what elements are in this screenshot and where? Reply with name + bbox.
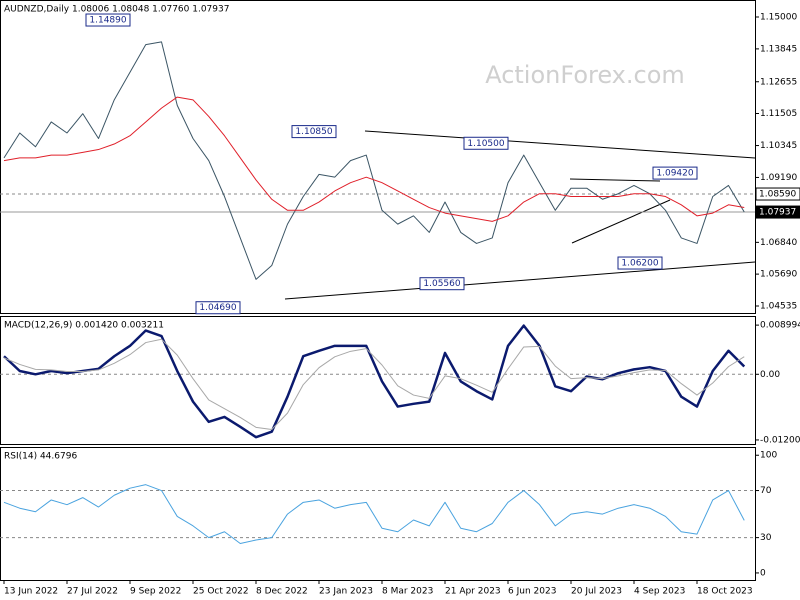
annotation-box bbox=[291, 125, 337, 139]
x-tick-label: 8 Mar 2023 bbox=[382, 587, 433, 597]
y-tick-label: 1.11505 bbox=[760, 109, 797, 119]
y-tick-label: 0.008994 bbox=[760, 321, 800, 331]
trend-line bbox=[571, 199, 671, 244]
annotation-box bbox=[85, 13, 131, 27]
panel-frame bbox=[0, 0, 756, 314]
y-tick-label: 100 bbox=[760, 451, 777, 461]
y-tick-label: 1.12655 bbox=[760, 77, 797, 87]
x-tick-label: 8 Dec 2022 bbox=[256, 587, 308, 597]
panel-title: AUDNZD,Daily 1.08006 1.08048 1.07760 1.0… bbox=[4, 5, 229, 15]
annotation-label: 1.14890 bbox=[89, 16, 126, 26]
level-label: 1.08590 bbox=[759, 190, 796, 200]
y-tick-label: 1.09190 bbox=[760, 173, 797, 183]
x-tick-label: 18 Oct 2023 bbox=[697, 587, 753, 597]
y-tick-label: 1.15000 bbox=[760, 12, 797, 22]
annotation-label: 1.06200 bbox=[621, 259, 658, 269]
x-tick-label: 21 Apr 2023 bbox=[445, 587, 501, 597]
x-tick-label: 13 Jun 2022 bbox=[4, 587, 58, 597]
y-tick-label: 1.04535 bbox=[760, 302, 797, 312]
y-tick-label: 1.06840 bbox=[760, 238, 797, 248]
trend-line bbox=[364, 130, 756, 159]
annotation-box bbox=[617, 256, 663, 270]
annotation-label: 1.09420 bbox=[656, 169, 693, 179]
y-tick-label: 1.13845 bbox=[760, 44, 797, 54]
x-tick-label: 6 Jun 2023 bbox=[508, 587, 556, 597]
annotation-label: 1.10850 bbox=[295, 127, 332, 137]
level-label-box bbox=[755, 205, 800, 219]
y-tick-label: 0 bbox=[760, 568, 766, 578]
annotation-label: 1.04690 bbox=[199, 303, 236, 313]
panel-title: RSI(14) 44.6796 bbox=[4, 452, 77, 462]
x-tick-label: 27 Jul 2022 bbox=[67, 587, 118, 597]
series-line bbox=[3, 484, 745, 545]
y-tick-label: 70 bbox=[760, 486, 772, 496]
y-tick-label: 1.10345 bbox=[760, 141, 797, 151]
level-label-box bbox=[755, 187, 800, 201]
y-tick-label: 1.05690 bbox=[760, 270, 797, 280]
annotation-box bbox=[463, 136, 509, 150]
series-line bbox=[3, 338, 745, 431]
x-tick-label: 23 Jan 2023 bbox=[319, 587, 373, 597]
trend-line bbox=[569, 178, 661, 182]
x-tick-label: 25 Oct 2022 bbox=[193, 587, 249, 597]
level-label: 1.07937 bbox=[759, 208, 796, 218]
trend-line bbox=[284, 261, 756, 300]
watermark: ActionForex.com bbox=[485, 61, 685, 89]
annotation-box bbox=[652, 166, 698, 180]
panel-frame bbox=[0, 447, 756, 581]
trend-lines bbox=[284, 130, 756, 300]
series-line bbox=[3, 41, 745, 280]
y-tick-label: 0.00 bbox=[760, 370, 780, 380]
y-tick-label: 30 bbox=[760, 533, 772, 543]
annotation-label: 1.10500 bbox=[467, 139, 504, 149]
series-line bbox=[3, 96, 745, 222]
panel-title: MACD(12,26,9) 0.001420 0.003211 bbox=[4, 321, 164, 331]
annotation-label: 1.05560 bbox=[423, 279, 460, 289]
x-tick-label: 20 Jul 2023 bbox=[571, 587, 622, 597]
series-line bbox=[3, 324, 746, 439]
panel-frame bbox=[0, 316, 756, 445]
x-tick-label: 9 Sep 2022 bbox=[130, 587, 181, 597]
annotation-box bbox=[419, 277, 465, 291]
annotation-box bbox=[195, 301, 241, 315]
y-tick-label: -0.012008 bbox=[760, 435, 800, 445]
x-tick-label: 4 Sep 2023 bbox=[634, 587, 685, 597]
